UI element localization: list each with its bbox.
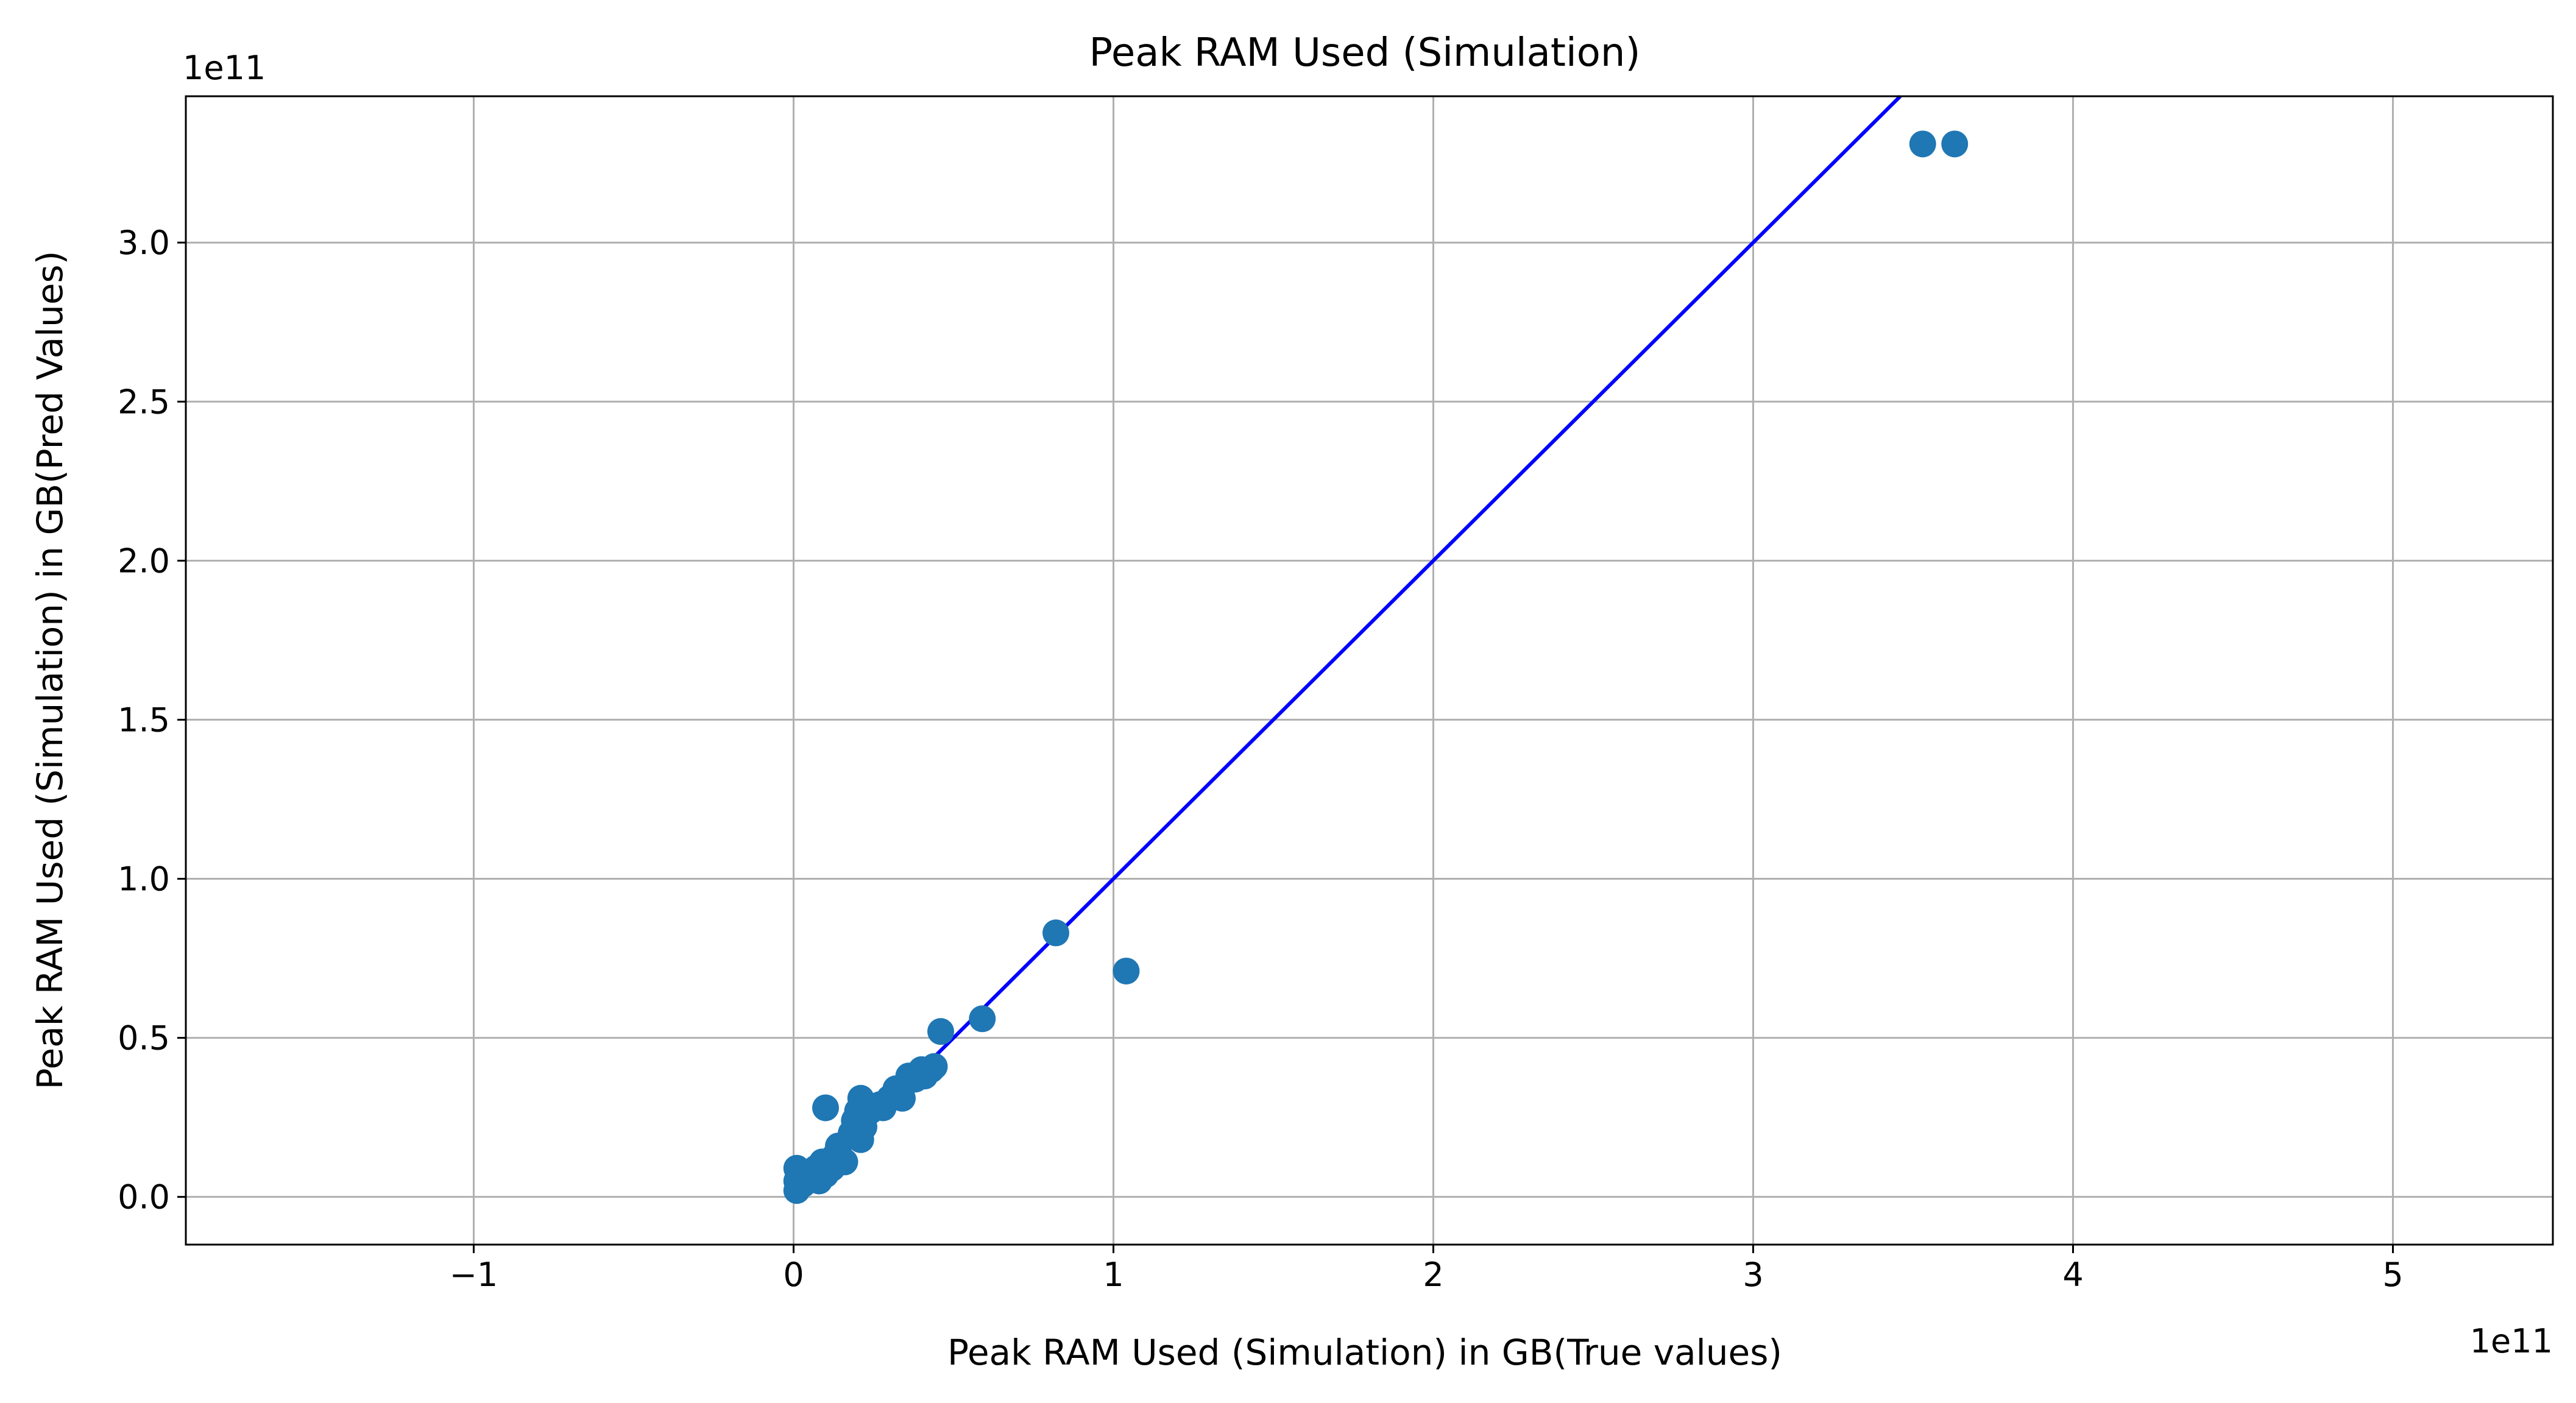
data-point [831,1148,858,1176]
x-tick-label: 0 [783,1256,804,1294]
y-tick-label: 2.5 [118,383,170,421]
tick-layer: −1 0 1 2 3 4 5 0.0 0.5 1.0 1.5 2.0 2.5 3.0 [118,224,2404,1294]
y-tick-label: 3.0 [118,224,170,262]
x-axis-label: Peak RAM Used (Simulation) in GB(True va… [947,1332,1782,1373]
data-point [889,1084,916,1112]
data-point [969,1005,996,1033]
x-tick-label: −1 [450,1256,498,1294]
y-tick-label: 1.0 [118,860,170,899]
data-point [812,1094,839,1122]
data-point [1909,130,1936,158]
x-tick-label: 4 [2062,1256,2083,1294]
data-point [1113,957,1140,984]
grid-layer [186,96,2553,1245]
y-tick-label: 1.5 [118,701,170,739]
x-tick-label: 1 [1103,1256,1123,1294]
x-axis-offset-label: 1e11 [2470,1322,2553,1360]
plot-frame [185,95,2554,1246]
point-layer [783,130,1969,1204]
x-tick-label: 3 [1743,1256,1763,1294]
y-axis-label: Peak RAM Used (Simulation) in GB(Pred Va… [29,251,71,1090]
y-tick-label: 0.0 [118,1178,170,1217]
y-tick-label: 0.5 [118,1019,170,1058]
data-point [1941,130,1969,158]
y-tick-label: 2.0 [118,542,170,580]
data-point [1042,919,1069,947]
chart-title: Peak RAM Used (Simulation) [1089,30,1641,76]
x-tick-label: 5 [2382,1256,2403,1294]
y-axis-offset-label: 1e11 [183,49,266,87]
data-point [927,1018,954,1045]
x-tick-label: 2 [1423,1256,1443,1294]
data-point [921,1053,948,1080]
